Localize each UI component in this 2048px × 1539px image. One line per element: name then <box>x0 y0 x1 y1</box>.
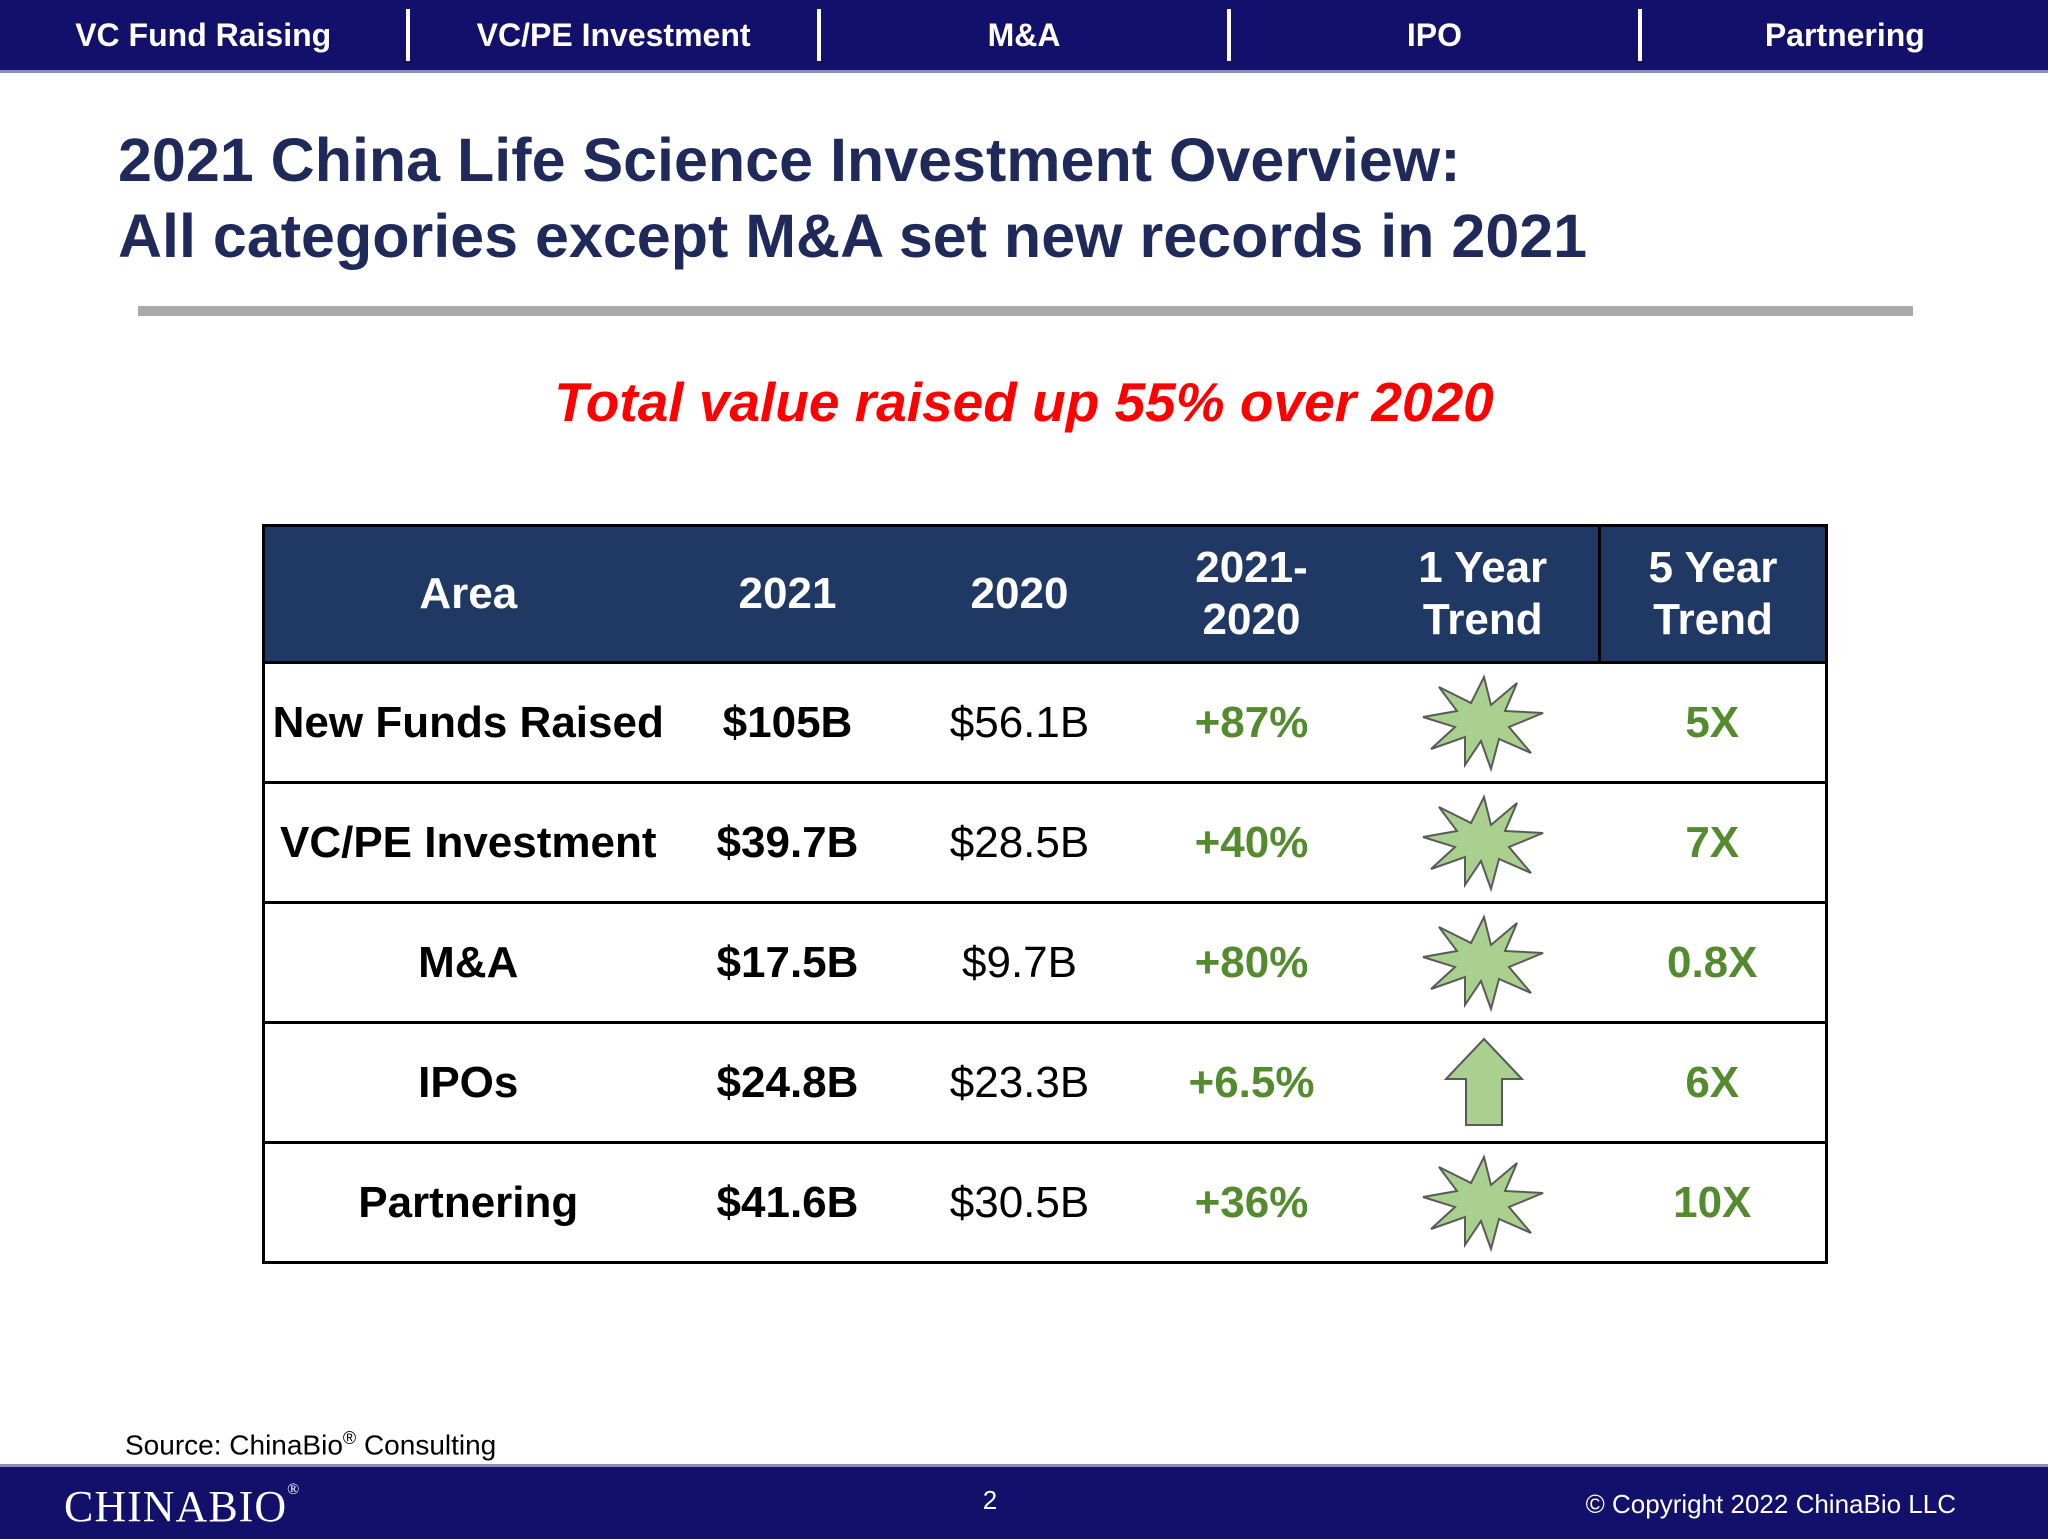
source-suffix: Consulting <box>356 1429 497 1461</box>
cell-2020: $30.5B <box>903 1141 1136 1264</box>
nav-separator <box>1227 9 1232 61</box>
cell-change: +80% <box>1135 901 1368 1024</box>
starburst-icon <box>1422 673 1543 772</box>
copyright-notice: © Copyright 2022 ChinaBio LLC <box>1585 1489 1956 1519</box>
source-prefix: Source: ChinaBio <box>125 1429 343 1461</box>
cell-2020: $56.1B <box>903 661 1136 784</box>
nav-partnering[interactable]: Partnering <box>1642 0 2048 70</box>
cell-1-year-trend <box>1367 1021 1600 1144</box>
cell-2021: $105B <box>671 661 904 784</box>
cell-1-year-trend <box>1367 781 1600 904</box>
nav-m-and-a[interactable]: M&A <box>821 0 1227 70</box>
nav-ipo[interactable]: IPO <box>1231 0 1637 70</box>
cell-change: +36% <box>1135 1141 1368 1264</box>
cell-5-year-trend: 7X <box>1599 781 1828 904</box>
header-2020: 2020 <box>903 524 1136 664</box>
header-5y-l2: Trend <box>1653 595 1773 644</box>
cell-1-year-trend <box>1367 901 1600 1024</box>
cell-5-year-trend: 10X <box>1599 1141 1828 1264</box>
cell-5-year-trend: 0.8X <box>1599 901 1828 1024</box>
cell-2020: $28.5B <box>903 781 1136 904</box>
header-change-l1: 2021- <box>1195 543 1308 592</box>
logo-text: CHINABIO <box>64 1482 288 1531</box>
table-row: IPOs $24.8B $23.3B +6.5% 6X <box>262 1021 1828 1144</box>
starburst-icon <box>1422 913 1543 1012</box>
cell-1-year-trend <box>1367 1141 1600 1264</box>
table-row: M&A $17.5B $9.7B +80% 0.8X <box>262 901 1828 1024</box>
header-1y-l1: 1 Year <box>1418 543 1548 592</box>
title-line-2: All categories except M&A set new record… <box>118 202 1588 270</box>
table-row: VC/PE Investment $39.7B $28.5B +40% 7X <box>262 781 1828 904</box>
cell-area: IPOs <box>262 1021 672 1144</box>
cell-2020: $23.3B <box>903 1021 1136 1144</box>
nav-label: IPO <box>1406 16 1462 53</box>
header-change: 2021- 2020 <box>1135 524 1368 664</box>
header-5-year-trend: 5 Year Trend <box>1598 524 1828 664</box>
cell-change: +6.5% <box>1135 1021 1368 1144</box>
header-2021: 2021 <box>671 524 904 664</box>
cell-area: Partnering <box>262 1141 672 1264</box>
page-number: 2 <box>982 1485 998 1515</box>
table-header-row: Area 2021 2020 2021- 2020 1 Year Trend 5 Y… <box>262 524 1828 664</box>
logo-registered-mark: ® <box>287 1481 301 1498</box>
cell-2020: $9.7B <box>903 901 1136 1024</box>
cell-5-year-trend: 6X <box>1599 1021 1828 1144</box>
source-note: Source: ChinaBio® Consulting <box>125 1428 496 1461</box>
nav-separator <box>1637 9 1642 61</box>
table-row: New Funds Raised $105B $56.1B +87% 5X <box>262 661 1828 784</box>
cell-area: New Funds Raised <box>262 661 672 784</box>
header-1y-l2: Trend <box>1422 595 1543 644</box>
nav-vc-pe-investment[interactable]: VC/PE Investment <box>410 0 816 70</box>
registered-mark: ® <box>342 1428 357 1448</box>
cell-2021: $41.6B <box>671 1141 904 1264</box>
nav-label: M&A <box>987 16 1061 53</box>
cell-area: VC/PE Investment <box>262 781 672 904</box>
starburst-icon <box>1422 1153 1543 1252</box>
cell-change: +40% <box>1135 781 1368 904</box>
header-1-year-trend: 1 Year Trend <box>1367 524 1600 664</box>
header-5y-l1: 5 Year <box>1648 543 1778 592</box>
cell-2021: $17.5B <box>671 901 904 1024</box>
cell-change: +87% <box>1135 661 1368 784</box>
nav-label: Partnering <box>1764 16 1925 53</box>
nav-separator <box>406 9 411 61</box>
title-line-1: 2021 China Life Science Investment Overv… <box>118 126 1461 194</box>
nav-separator <box>816 9 821 61</box>
cell-1-year-trend <box>1367 661 1600 784</box>
nav-label: VC/PE Investment <box>476 16 751 53</box>
table-row: Partnering $41.6B $30.5B +36% 10X <box>262 1141 1828 1264</box>
top-navigation: VC Fund Raising VC/PE Investment M&A IPO… <box>0 0 2048 73</box>
investment-table: Area 2021 2020 2021- 2020 1 Year Trend 5 Y… <box>262 524 1828 1264</box>
headline-callout: Total value raised up 55% over 2020 <box>554 371 1494 433</box>
header-area: Area <box>262 524 672 664</box>
slide-title: 2021 China Life Science Investment Overv… <box>118 122 1938 274</box>
nav-vc-fund-raising[interactable]: VC Fund Raising <box>0 0 406 70</box>
footer-bar: CHINABIO® 2 © Copyright 2022 ChinaBio LL… <box>0 1464 2048 1539</box>
title-divider <box>138 306 1913 316</box>
cell-area: M&A <box>262 901 672 1024</box>
nav-label: VC Fund Raising <box>75 16 332 53</box>
header-change-l2: 2020 <box>1202 595 1301 644</box>
cell-2021: $39.7B <box>671 781 904 904</box>
cell-5-year-trend: 5X <box>1599 661 1828 784</box>
starburst-icon <box>1422 793 1543 892</box>
chinabio-logo: CHINABIO® <box>64 1481 300 1532</box>
up-arrow-icon <box>1443 1037 1524 1126</box>
cell-2021: $24.8B <box>671 1021 904 1144</box>
